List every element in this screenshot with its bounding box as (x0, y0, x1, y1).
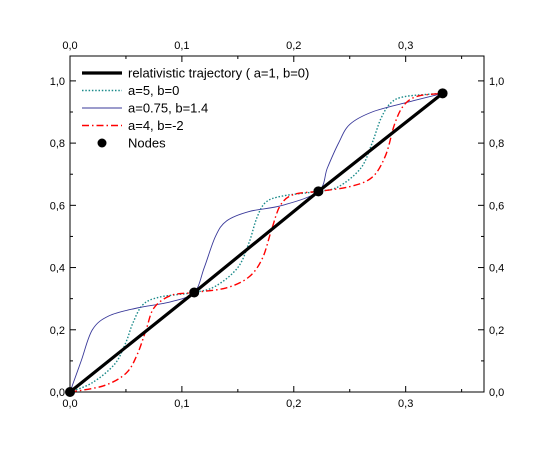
series-line-3 (69, 92, 443, 393)
plot-frame (69, 55, 485, 393)
legend-swatch-nodes (97, 138, 107, 148)
nodes-layer (65, 88, 448, 397)
node-point (189, 287, 200, 298)
plot-border (69, 55, 485, 393)
legend-label-0: relativistic trajectory ( a=1, b=0) (128, 66, 309, 81)
legend-label-nodes: Nodes (128, 136, 166, 151)
y-tick-label-left: 0,0 (50, 387, 65, 399)
legend: relativistic trajectory ( a=1, b=0) a=5, … (82, 66, 309, 151)
y-tick-label-left: 0,8 (50, 138, 65, 150)
x-tick-label-bottom: 0,0 (62, 398, 77, 410)
series-layer (68, 92, 444, 394)
x-tick-label-bottom: 0,3 (398, 398, 413, 410)
x-tick-label-top: 0,2 (286, 40, 301, 52)
y-tick-label-right: 1,0 (489, 76, 504, 88)
x-tick-label-bottom: 0,2 (286, 398, 301, 410)
y-tick-label-right: 0,6 (489, 200, 504, 212)
legend-label-1: a=5, b=0 (128, 83, 179, 98)
y-tick-label-right: 0,2 (489, 325, 504, 337)
y-tick-label-right: 0,4 (489, 263, 504, 275)
legend-label-3: a=4, b=-2 (128, 118, 184, 133)
tick-labels-layer: 0,00,00,10,10,20,20,30,30,0 0,00,2 0,20,4 0… (50, 40, 505, 410)
x-tick-label-top: 0,0 (62, 40, 77, 52)
node-point (65, 387, 75, 397)
series-line-0 (68, 92, 444, 394)
y-tick-label-left: 0,4 (50, 263, 65, 275)
series-line-2 (69, 92, 443, 393)
y-tick-label-left: 0,6 (50, 200, 65, 212)
y-tick-label-left: 1,0 (50, 76, 65, 88)
y-tick-label-left: 0,2 (50, 325, 65, 337)
y-tick-label-right: 0,0 (489, 387, 504, 399)
legend-label-2: a=0.75, b=1.4 (128, 101, 208, 116)
x-tick-label-top: 0,1 (174, 40, 189, 52)
x-tick-label-top: 0,3 (398, 40, 413, 52)
node-point (313, 186, 324, 197)
node-point (437, 88, 448, 99)
y-tick-label-right: 0,8 (489, 138, 504, 150)
x-tick-label-bottom: 0,1 (174, 398, 189, 410)
